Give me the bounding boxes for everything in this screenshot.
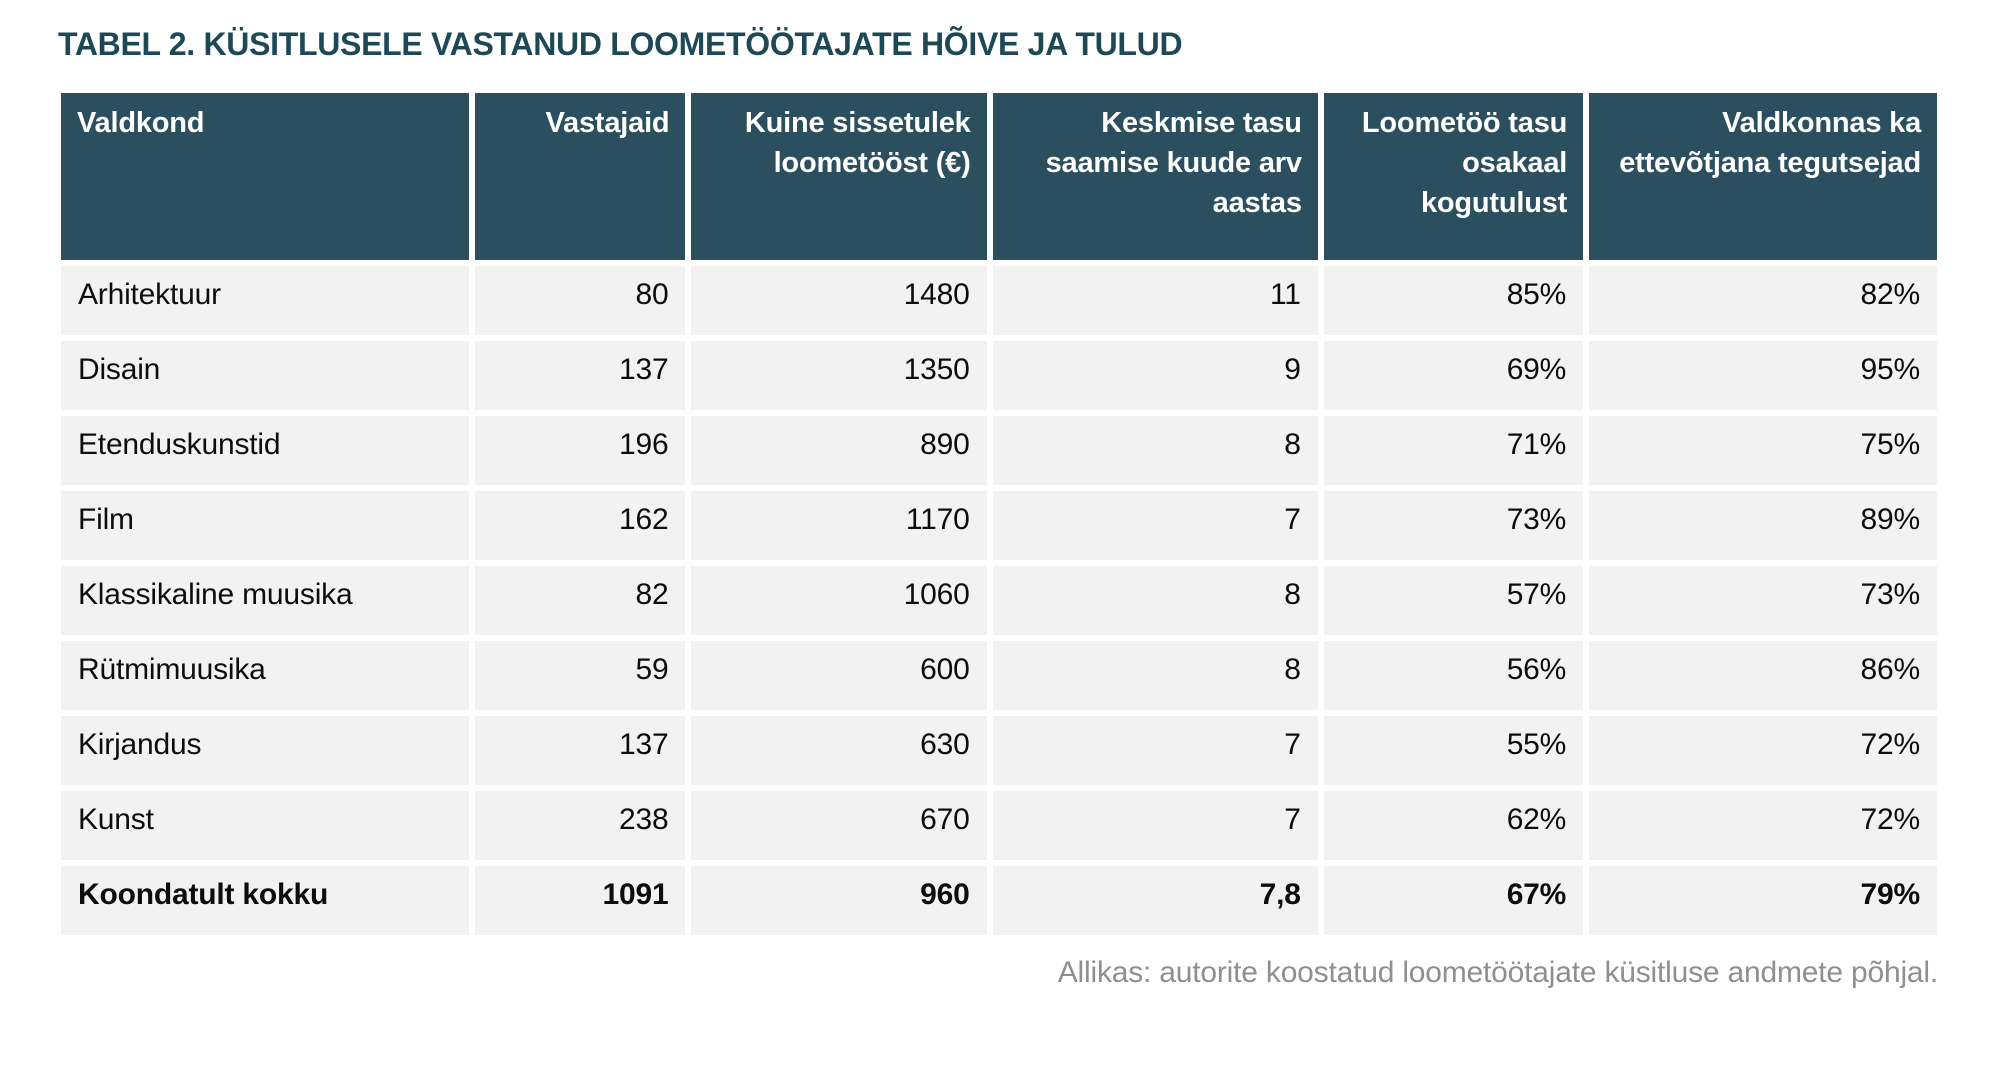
table-title: TABEL 2. KÜSITLUSELE VASTANUD LOOMETÖÖTA… — [58, 26, 1183, 62]
cell-sissetulek: 1480 — [688, 263, 990, 338]
cell-ettevotjana: 82% — [1586, 263, 1940, 338]
cell-vastajaid: 1091 — [472, 863, 689, 938]
cell-sissetulek: 600 — [688, 638, 990, 713]
table-row: Disain 137 1350 9 69% 95% — [58, 338, 1940, 413]
cell-osakaal: 69% — [1320, 338, 1587, 413]
cell-valdkond: Rütmimuusika — [58, 638, 473, 713]
cell-kuude-arv: 11 — [989, 263, 1321, 338]
cell-kuude-arv: 8 — [989, 413, 1321, 488]
source-note: Allikas: autorite koostatud loometöötaja… — [1057, 956, 1938, 989]
cell-ettevotjana: 79% — [1586, 863, 1940, 938]
table-row: Kunst 238 670 7 62% 72% — [58, 788, 1940, 863]
table-row: Etenduskunstid 196 890 8 71% 75% — [58, 413, 1940, 488]
cell-vastajaid: 82 — [472, 563, 689, 638]
cell-kuude-arv: 7 — [989, 788, 1321, 863]
table-figure: TABEL 2. KÜSITLUSELE VASTANUD LOOMETÖÖTA… — [58, 26, 1940, 989]
cell-osakaal: 56% — [1320, 638, 1587, 713]
cell-kuude-arv: 9 — [989, 338, 1321, 413]
data-table: Valdkond Vastajaid Kuine sissetulek loom… — [58, 90, 1940, 938]
cell-vastajaid: 238 — [472, 788, 689, 863]
cell-ettevotjana: 89% — [1586, 488, 1940, 563]
cell-valdkond: Koondatult kokku — [58, 863, 473, 938]
cell-osakaal: 73% — [1320, 488, 1587, 563]
cell-ettevotjana: 95% — [1586, 338, 1940, 413]
cell-valdkond: Kirjandus — [58, 713, 473, 788]
total-row: Koondatult kokku 1091 960 7,8 67% 79% — [58, 863, 1940, 938]
cell-ettevotjana: 72% — [1586, 788, 1940, 863]
column-header-sissetulek: Kuine sissetulek loometööst (€) — [688, 90, 990, 263]
cell-osakaal: 57% — [1320, 563, 1587, 638]
cell-valdkond: Etenduskunstid — [58, 413, 473, 488]
cell-vastajaid: 162 — [472, 488, 689, 563]
cell-kuude-arv: 8 — [989, 563, 1321, 638]
cell-kuude-arv: 8 — [989, 638, 1321, 713]
cell-osakaal: 71% — [1320, 413, 1587, 488]
cell-valdkond: Disain — [58, 338, 473, 413]
cell-sissetulek: 630 — [688, 713, 990, 788]
cell-vastajaid: 137 — [472, 338, 689, 413]
table-row: Kirjandus 137 630 7 55% 72% — [58, 713, 1940, 788]
cell-kuude-arv: 7,8 — [989, 863, 1321, 938]
table-row: Klassikaline muusika 82 1060 8 57% 73% — [58, 563, 1940, 638]
cell-osakaal: 55% — [1320, 713, 1587, 788]
cell-ettevotjana: 75% — [1586, 413, 1940, 488]
cell-valdkond: Arhitektuur — [58, 263, 473, 338]
column-header-osakaal: Loometöö tasu osakaal kogutulust — [1320, 90, 1587, 263]
cell-sissetulek: 1170 — [688, 488, 990, 563]
column-header-kuude-arv: Keskmise tasu saamise kuude arv aastas — [989, 90, 1321, 263]
cell-ettevotjana: 73% — [1586, 563, 1940, 638]
cell-ettevotjana: 72% — [1586, 713, 1940, 788]
cell-ettevotjana: 86% — [1586, 638, 1940, 713]
cell-vastajaid: 80 — [472, 263, 689, 338]
cell-sissetulek: 960 — [688, 863, 990, 938]
cell-vastajaid: 137 — [472, 713, 689, 788]
cell-kuude-arv: 7 — [989, 488, 1321, 563]
cell-sissetulek: 670 — [688, 788, 990, 863]
cell-osakaal: 85% — [1320, 263, 1587, 338]
table-row: Rütmimuusika 59 600 8 56% 86% — [58, 638, 1940, 713]
cell-valdkond: Film — [58, 488, 473, 563]
column-header-valdkond: Valdkond — [58, 90, 473, 263]
table-row: Film 162 1170 7 73% 89% — [58, 488, 1940, 563]
column-header-vastajaid: Vastajaid — [472, 90, 689, 263]
cell-kuude-arv: 7 — [989, 713, 1321, 788]
header-row: Valdkond Vastajaid Kuine sissetulek loom… — [58, 90, 1940, 263]
cell-valdkond: Kunst — [58, 788, 473, 863]
column-header-ettevotjana: Valdkonnas ka ettevõtjana tegutsejad — [1586, 90, 1940, 263]
cell-vastajaid: 196 — [472, 413, 689, 488]
cell-osakaal: 67% — [1320, 863, 1587, 938]
table-row: Arhitektuur 80 1480 11 85% 82% — [58, 263, 1940, 338]
cell-valdkond: Klassikaline muusika — [58, 563, 473, 638]
cell-osakaal: 62% — [1320, 788, 1587, 863]
cell-sissetulek: 1060 — [688, 563, 990, 638]
cell-vastajaid: 59 — [472, 638, 689, 713]
cell-sissetulek: 890 — [688, 413, 990, 488]
cell-sissetulek: 1350 — [688, 338, 990, 413]
